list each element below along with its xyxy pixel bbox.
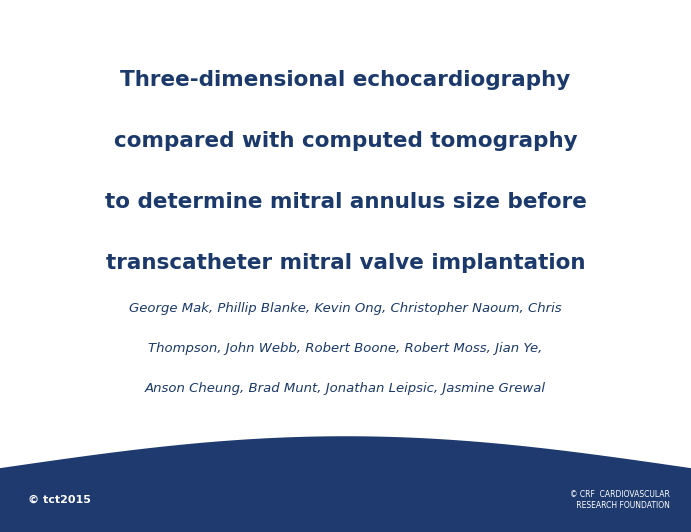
Text: to determine mitral annulus size before: to determine mitral annulus size before	[104, 192, 587, 212]
Polygon shape	[0, 436, 691, 532]
Text: © CRF  CARDIOVASCULAR
              RESEARCH FOUNDATION: © CRF CARDIOVASCULAR RESEARCH FOUNDATION	[543, 491, 670, 510]
Text: George Mak, Phillip Blanke, Kevin Ong, Christopher Naoum, Chris: George Mak, Phillip Blanke, Kevin Ong, C…	[129, 302, 562, 315]
Text: Thompson, John Webb, Robert Boone, Robert Moss, Jian Ye,: Thompson, John Webb, Robert Boone, Rober…	[149, 342, 542, 355]
Text: transcatheter mitral valve implantation: transcatheter mitral valve implantation	[106, 253, 585, 273]
Text: Anson Cheung, Brad Munt, Jonathan Leipsic, Jasmine Grewal: Anson Cheung, Brad Munt, Jonathan Leipsi…	[145, 382, 546, 395]
Text: compared with computed tomography: compared with computed tomography	[114, 131, 577, 151]
Text: © tct2015: © tct2015	[28, 495, 91, 505]
Text: Three-dimensional echocardiography: Three-dimensional echocardiography	[120, 70, 571, 90]
